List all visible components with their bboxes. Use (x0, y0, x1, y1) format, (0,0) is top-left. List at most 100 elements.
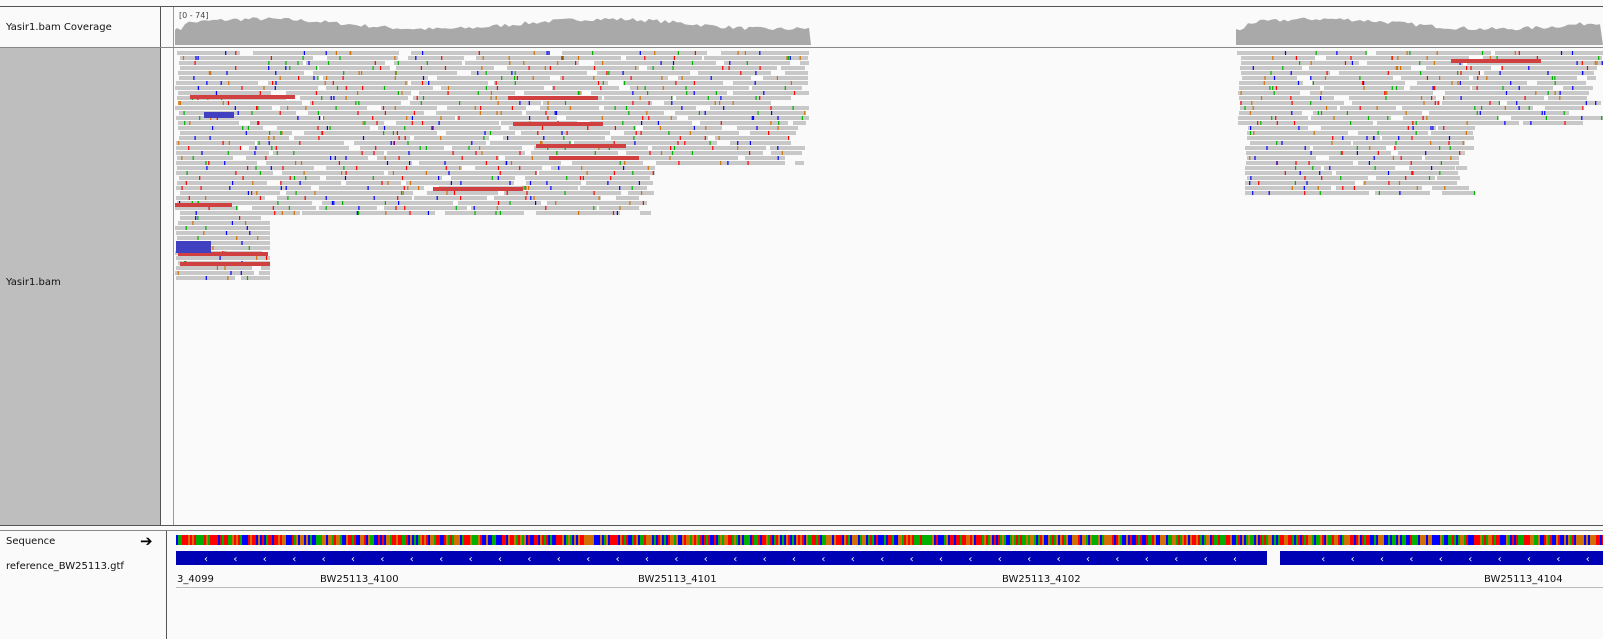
mismatch (1430, 141, 1432, 145)
sequence-base (974, 535, 976, 545)
sequence-base (1388, 535, 1390, 545)
mismatch (1436, 51, 1438, 55)
sequence-base (1356, 535, 1358, 545)
alignment-data-panel[interactable]: [0 - 74] (175, 7, 1603, 525)
mismatch (281, 131, 283, 135)
gene-label[interactable]: BW25113_4100 (320, 574, 399, 585)
mismatch (345, 171, 347, 175)
mismatch (1434, 86, 1436, 90)
mismatch (648, 116, 650, 120)
sequence-base (408, 535, 410, 545)
sequence-base (894, 535, 896, 545)
mismatch (1263, 81, 1265, 85)
read (259, 271, 270, 275)
mismatch (408, 151, 410, 155)
strand-chevron: ‹ (1527, 554, 1531, 565)
mismatch (1460, 71, 1462, 75)
sequence-base (1108, 535, 1110, 545)
mismatch (1596, 61, 1598, 65)
alignment-name-panel[interactable]: Yasir1.bam (0, 48, 161, 525)
sequence-base (226, 535, 228, 545)
mismatch (441, 56, 443, 60)
sequence-track[interactable] (176, 535, 1603, 545)
coverage-histogram[interactable] (175, 17, 1603, 45)
annotation-track-label[interactable]: reference_BW25113.gtf (6, 561, 124, 572)
mismatch (474, 211, 476, 215)
sequence-base (218, 535, 220, 545)
sequence-base (280, 535, 282, 545)
gene-feature-bar[interactable] (176, 551, 1267, 565)
mismatch (654, 51, 656, 55)
sequence-base (290, 535, 292, 545)
mismatch (209, 136, 211, 140)
mismatch (1505, 91, 1508, 95)
mismatch (444, 161, 446, 165)
sequence-base (296, 535, 298, 545)
mismatch (550, 186, 552, 190)
sequence-base (960, 535, 962, 545)
sequence-base (1028, 535, 1030, 545)
gene-feature-bar[interactable] (1280, 551, 1603, 565)
sequence-base (676, 535, 678, 545)
sequence-base (1384, 535, 1386, 545)
mismatch (1332, 136, 1334, 140)
mismatch (339, 56, 341, 60)
mismatch (640, 131, 642, 135)
sequence-base (998, 535, 1000, 545)
sequence-base (254, 535, 256, 545)
sequence-base (426, 535, 428, 545)
sequence-base (1284, 535, 1286, 545)
gene-annotation-track[interactable]: ‹ ‹ ‹ ‹ ‹ ‹ ‹ ‹ ‹ ‹ ‹ ‹ ‹ ‹ ‹ ‹ ‹ ‹ ‹ ‹ ‹ ‹ ‹ ‹ ‹ ‹ ‹ ‹ ‹ ‹ ‹ ‹ ‹ ‹ ‹ ‹ ‹ ‹ ‹ ‹… (176, 551, 1603, 567)
feature-name-panel[interactable]: Sequence ➔ reference_BW25113.gtf (0, 531, 167, 639)
sequence-track-label[interactable]: Sequence (6, 536, 56, 547)
alignment-track-label[interactable]: Yasir1.bam (6, 277, 61, 288)
sequence-base (1536, 535, 1538, 545)
mismatch (239, 146, 242, 150)
sequence-base (1148, 535, 1150, 545)
read (1310, 76, 1393, 80)
coverage-name-panel[interactable]: Yasir1.bam Coverage (0, 7, 161, 47)
gene-label[interactable]: BW25113_4104 (1484, 574, 1563, 585)
sequence-base (368, 535, 370, 545)
sequence-base (594, 535, 596, 545)
read (572, 161, 643, 165)
mismatch (438, 176, 440, 180)
gene-label[interactable]: BW25113_4101 (638, 574, 717, 585)
read (700, 121, 788, 125)
sequence-base (1522, 535, 1524, 545)
right-arrow-icon[interactable]: ➔ (140, 532, 153, 550)
sequence-base (1480, 535, 1482, 545)
sequence-base (926, 535, 928, 545)
mismatch (361, 151, 363, 155)
mismatch (343, 71, 345, 75)
sequence-base (176, 535, 178, 545)
sequence-base (498, 535, 500, 545)
insert-read (513, 122, 603, 126)
mismatch (357, 111, 359, 115)
sequence-base (414, 535, 416, 545)
sequence-base (480, 535, 482, 545)
sequence-base (570, 535, 572, 545)
mismatch (525, 186, 527, 190)
coverage-track-label[interactable]: Yasir1.bam Coverage (6, 22, 112, 33)
mismatch (747, 161, 749, 165)
gene-label[interactable]: 3_4099 (177, 574, 214, 585)
sequence-base (990, 535, 992, 545)
sequence-base (712, 535, 714, 545)
mismatch (459, 166, 461, 170)
read-alignments[interactable] (175, 51, 1603, 280)
insert-size-reads[interactable] (175, 59, 1541, 266)
read (178, 91, 271, 95)
sequence-base (744, 535, 746, 545)
mismatch (1473, 191, 1476, 195)
panel-divider[interactable] (0, 525, 1603, 531)
sequence-base (1500, 535, 1502, 545)
mismatch (1443, 96, 1445, 100)
sequence-base (314, 535, 316, 545)
mismatch (1432, 86, 1434, 90)
mismatch (606, 71, 608, 75)
sequence-base (1550, 535, 1552, 545)
read (300, 96, 408, 100)
gene-label[interactable]: BW25113_4102 (1002, 574, 1081, 585)
sequence-base (1420, 535, 1422, 545)
